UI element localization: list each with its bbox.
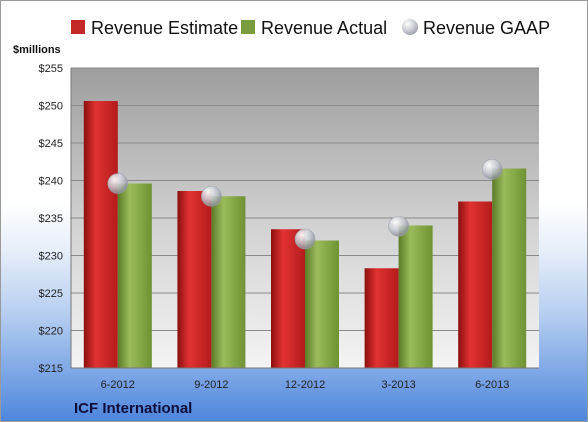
- legend-label-revenue-estimate: Revenue Estimate: [91, 18, 238, 38]
- bar-revenue-actual: [117, 183, 152, 368]
- bar-revenue-actual: [492, 168, 527, 368]
- y-tick-label: $220: [39, 326, 63, 338]
- bar-revenue-actual: [398, 225, 433, 368]
- legend: Revenue Estimate Revenue Actual Revenue …: [71, 18, 550, 38]
- point-revenue-gaap: [107, 173, 129, 194]
- x-tick-label: 9-2012: [194, 379, 228, 391]
- x-tick-label: 6-2013: [475, 379, 509, 391]
- company-name: ICF International: [74, 400, 192, 417]
- legend-swatch-revenue-actual: [241, 20, 255, 34]
- point-revenue-gaap: [388, 215, 409, 237]
- y-tick-label: $255: [39, 63, 63, 75]
- bars: [83, 101, 527, 368]
- y-tick-label: $215: [39, 363, 63, 375]
- y-axis-unit-label: $millions: [13, 44, 61, 56]
- legend-swatch-revenue-estimate: [71, 20, 85, 34]
- bar-revenue-estimate: [177, 191, 212, 368]
- legend-label-revenue-gaap: Revenue GAAP: [423, 18, 550, 38]
- y-tick-label: $250: [39, 101, 63, 113]
- y-axis: $255 $250 $245 $240 $235 $230 $225 $220 $215: [39, 63, 63, 375]
- bar-revenue-actual: [305, 240, 339, 368]
- bar-revenue-estimate: [458, 201, 493, 368]
- y-tick-label: $225: [39, 288, 63, 300]
- y-tick-label: $235: [39, 213, 63, 225]
- bar-revenue-estimate: [271, 229, 305, 368]
- bar-revenue-estimate: [83, 101, 118, 368]
- point-revenue-gaap: [481, 158, 503, 180]
- x-tick-label: 6-2012: [101, 379, 135, 391]
- y-tick-label: $245: [39, 138, 63, 150]
- y-tick-label: $240: [39, 176, 63, 188]
- x-axis: 6-2012 9-2012 12-2012 3-2013 6-2013: [101, 379, 510, 391]
- point-revenue-gaap: [201, 185, 222, 207]
- gaap-points: [107, 158, 503, 250]
- bar-revenue-actual: [211, 196, 246, 368]
- bar-revenue-estimate: [364, 268, 399, 368]
- legend-label-revenue-actual: Revenue Actual: [261, 18, 387, 38]
- y-tick-label: $230: [39, 251, 63, 263]
- x-tick-label: 3-2013: [381, 379, 415, 391]
- x-tick-label: 12-2012: [285, 379, 325, 391]
- point-revenue-gaap: [294, 228, 316, 250]
- legend-marker-revenue-gaap: [402, 19, 418, 35]
